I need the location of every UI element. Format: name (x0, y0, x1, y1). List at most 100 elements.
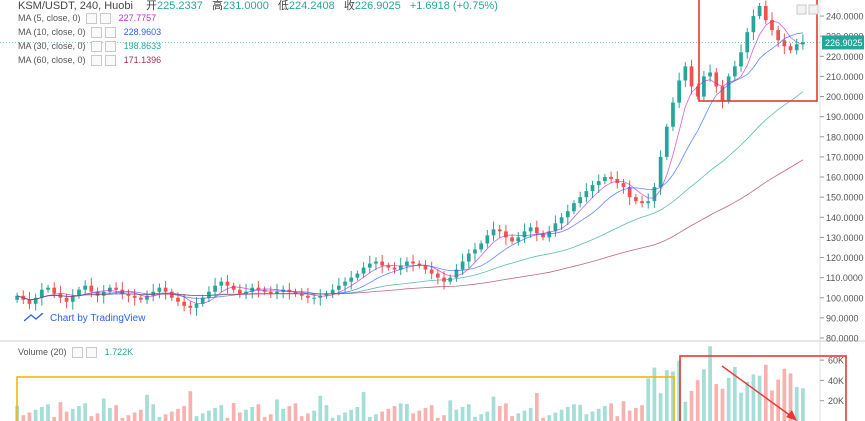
candle-body (349, 277, 354, 282)
candle-body (708, 72, 712, 77)
candle-body (460, 261, 465, 270)
volume-bar (70, 408, 75, 421)
candle-body (324, 293, 329, 296)
candle-body (386, 265, 391, 268)
candle-body (689, 66, 694, 87)
ma10-legend[interactable]: MA (10, close, 0) 228.9603 (18, 25, 161, 39)
volume-bar (374, 414, 378, 421)
volume-bar (664, 370, 669, 421)
volume-bar (417, 410, 422, 421)
price-tick-label: 220.0000 (826, 52, 864, 62)
volume-bar (584, 414, 589, 421)
volume-bar (658, 393, 663, 421)
close-icon[interactable] (86, 347, 98, 359)
candle-body (182, 301, 187, 306)
volume-bar (219, 405, 224, 421)
candle-body (52, 287, 57, 294)
candle-body (720, 86, 725, 101)
volume-bar (683, 401, 688, 421)
volume-bar (504, 403, 508, 421)
candle-body (565, 211, 570, 218)
candle-body (763, 6, 768, 21)
candle-body (64, 297, 69, 302)
volume-bar (609, 403, 613, 421)
volume-bar (603, 406, 607, 421)
candle-body (392, 267, 397, 270)
candle-body (237, 289, 242, 294)
volume-bar (751, 374, 756, 421)
volume-bar (708, 346, 712, 421)
ma5-legend[interactable]: MA (5, close, 0) 227.7757 (18, 11, 156, 25)
settings-icon[interactable] (91, 55, 103, 67)
candle-body (541, 233, 545, 238)
price-tick-label: 120.0000 (826, 253, 864, 263)
candle-body (200, 297, 205, 304)
volume-bar (77, 406, 81, 421)
price-tick-label: 110.0000 (826, 273, 863, 283)
volume-bar (633, 407, 638, 421)
price-tick-label: 170.0000 (826, 152, 864, 162)
price-tick-label: 160.0000 (826, 173, 864, 183)
volume-bar (627, 410, 632, 421)
close-icon[interactable] (105, 55, 117, 67)
candle-body (89, 285, 94, 292)
ma5-label: MA (5, close, 0) (18, 13, 81, 23)
candle-body (677, 80, 682, 103)
volume-bar (306, 413, 310, 421)
candle-body (466, 253, 471, 262)
candle-body (473, 249, 477, 254)
low-value: 224.2408 (288, 0, 335, 12)
volume-bar (194, 416, 199, 421)
price-tick-label: 80.0000 (826, 334, 859, 344)
candle-body (33, 297, 38, 304)
open-label: 开 (146, 0, 157, 12)
volume-bar (770, 390, 774, 421)
volume-bar (324, 405, 329, 421)
candle-body (596, 181, 601, 186)
candle-body (801, 42, 805, 45)
settings-icon[interactable] (91, 27, 103, 39)
close-icon[interactable] (105, 41, 117, 53)
candle-body (132, 295, 137, 298)
volume-legend[interactable]: Volume (20) 1.722K (18, 345, 133, 359)
volume-bar (250, 407, 255, 421)
ma60-legend[interactable]: MA (60, close, 0) 171.1396 (18, 53, 161, 67)
candle-body (361, 267, 366, 274)
settings-icon[interactable] (72, 347, 84, 359)
candle-body (504, 231, 508, 238)
candle-body (268, 291, 273, 294)
volume-bar (120, 417, 125, 421)
volume-bar (695, 380, 700, 421)
volume-bar (677, 360, 682, 421)
candle-body (95, 291, 100, 296)
volume-bar (522, 410, 527, 421)
ma30-legend[interactable]: MA (30, close, 0) 198.8633 (18, 39, 161, 53)
candle-body (405, 261, 409, 266)
watermark-text: Chart by TradingView (50, 313, 146, 324)
volume-bar (782, 368, 787, 421)
close-icon[interactable] (100, 13, 112, 25)
candle-body (343, 281, 347, 286)
candle-body (225, 281, 230, 286)
settings-icon[interactable] (86, 13, 98, 25)
tradingview-watermark[interactable]: Chart by TradingView (23, 312, 146, 324)
candle-body (318, 295, 323, 298)
close-icon[interactable] (105, 27, 117, 39)
volume-bar (268, 414, 273, 421)
volume-bar (435, 417, 440, 421)
pane-up-icon (796, 4, 807, 15)
settings-icon[interactable] (91, 41, 103, 53)
candle-body (652, 187, 657, 202)
candle-body (757, 6, 762, 17)
candle-body (145, 295, 149, 300)
volume-bar (516, 413, 521, 421)
volume-bar (534, 393, 539, 421)
candle-body (584, 191, 589, 198)
volume-bar (281, 408, 286, 421)
price-tick-label: 150.0000 (826, 193, 864, 203)
volume-bar (126, 415, 131, 421)
volume-bar (702, 369, 706, 421)
candle-body (559, 217, 564, 224)
